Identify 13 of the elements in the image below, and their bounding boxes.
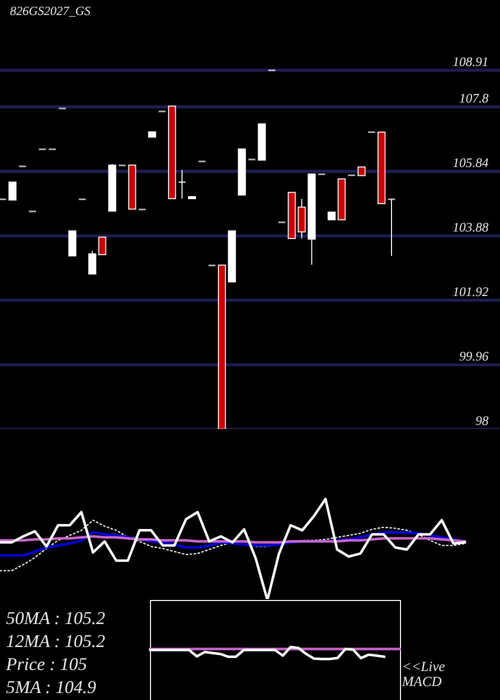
y-tick-label: 99.96 xyxy=(459,348,489,364)
y-tick-label: 107.8 xyxy=(459,90,489,106)
y-tick-label: 101.92 xyxy=(452,284,489,299)
y-tick-label: 105.84 xyxy=(452,154,489,170)
y-tick-label: 103.88 xyxy=(452,219,489,234)
text: <<Live MACD xyxy=(402,660,446,690)
chart-title: 826GS2027_GS xyxy=(10,4,91,20)
y-tick-label: 98 xyxy=(476,412,490,428)
text: 5MA : 104.9 xyxy=(6,676,96,699)
text: 50MA : 105.2 xyxy=(6,607,106,630)
y-tick-label: 108.91 xyxy=(452,54,488,69)
text: Price : 105 xyxy=(6,653,87,676)
text: 12MA : 105.2 xyxy=(6,630,106,653)
